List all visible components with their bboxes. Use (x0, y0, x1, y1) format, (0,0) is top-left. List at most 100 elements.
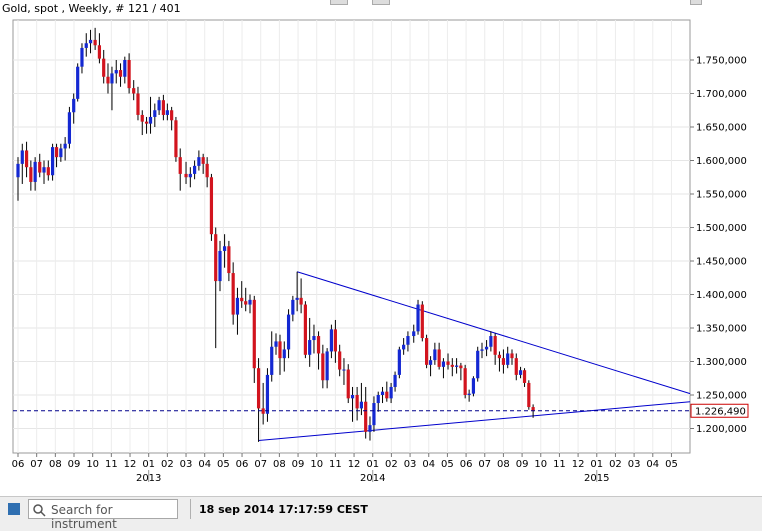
candle-body (489, 336, 493, 347)
candle (140, 110, 144, 136)
x-tick-label: 01 (590, 459, 603, 470)
candle-body (416, 304, 420, 332)
candle (420, 301, 424, 342)
candle-body (376, 395, 380, 404)
candle-body (471, 378, 476, 394)
candle (286, 309, 291, 359)
candle (38, 153, 42, 178)
candle-body (93, 39, 97, 46)
candle-body (497, 354, 502, 359)
candle-body (454, 365, 459, 367)
x-tick-label: 10 (86, 459, 99, 470)
candle (209, 173, 214, 241)
candle-body (201, 157, 205, 164)
candle-body (385, 391, 389, 399)
candle-body (42, 167, 46, 173)
y-tick-label: 1.750,000 (696, 56, 747, 67)
search-box[interactable]: Search for instrument (28, 499, 178, 531)
candle (192, 160, 197, 180)
candle (67, 106, 72, 149)
candle (389, 382, 393, 404)
candle-body (359, 401, 364, 409)
top-button[interactable] (330, 0, 348, 5)
x-tick-label: 09 (68, 459, 81, 470)
candle (312, 324, 316, 354)
candle-body (261, 408, 265, 414)
candle (265, 368, 270, 422)
candlestick-chart[interactable]: 1.750,000 1.700,000 1.650,000 1.600,000 1.55… (0, 0, 762, 496)
candle-body (476, 350, 480, 379)
candle (325, 348, 329, 389)
candle (46, 160, 50, 181)
top-button[interactable] (372, 0, 390, 5)
candle-body (278, 341, 282, 359)
x-tick-label: 05 (665, 459, 678, 470)
candle (380, 386, 385, 404)
candle-body (132, 88, 136, 94)
candle-body (88, 39, 93, 44)
x-tick-label: 12 (124, 459, 137, 470)
candle-body (527, 382, 531, 408)
candle-body (333, 329, 337, 352)
top-button[interactable] (690, 0, 702, 5)
candle-body (209, 177, 214, 235)
candle (497, 351, 502, 372)
x-tick-label: 06 (236, 459, 249, 470)
candle (54, 143, 59, 168)
candle (42, 160, 46, 184)
x-tick-label: 01 (366, 459, 379, 470)
x-tick-label: 09 (516, 459, 529, 470)
candle (72, 93, 76, 124)
candle (29, 160, 33, 191)
y-tick-label: 1.300,000 (696, 357, 747, 368)
y-tick-label: 1.350,000 (696, 324, 747, 335)
x-tick-label: 04 (198, 459, 211, 470)
candle (346, 364, 350, 404)
candle (454, 358, 459, 374)
x-tick-label: 01 (142, 459, 155, 470)
candle-body (350, 395, 355, 399)
y-tick-label: 1.700,000 (696, 89, 747, 100)
candle (153, 103, 157, 127)
candle-body (424, 338, 429, 365)
candle (218, 240, 222, 292)
candle (355, 386, 359, 421)
y-axis: 1.750,000 1.700,000 1.650,000 1.600,000 1.55… (690, 56, 747, 435)
candle-body (153, 110, 157, 117)
search-input[interactable]: Search for instrument (51, 503, 117, 531)
candle (165, 103, 169, 121)
chart-title: Gold, spot , Weekly, # 121 / 401 (2, 2, 181, 15)
candle-body (174, 120, 178, 158)
x-tick-label: 03 (404, 459, 417, 470)
candle-body (248, 299, 252, 305)
candle-body (522, 370, 527, 383)
candle (459, 362, 463, 381)
candle (393, 371, 397, 392)
search-icon (32, 502, 46, 521)
instrument-icon[interactable] (8, 503, 20, 515)
candle-body (312, 336, 316, 341)
candle (174, 116, 178, 162)
candle (84, 33, 88, 57)
x-tick-label: 11 (105, 459, 118, 470)
candle-body (214, 234, 218, 282)
candle (123, 56, 127, 84)
candle (50, 143, 55, 181)
candle-body (437, 349, 441, 367)
y-tick-label: 1.600,000 (696, 156, 747, 167)
candle (480, 342, 484, 359)
candle (256, 358, 261, 442)
candle-body (244, 301, 248, 305)
x-tick-label: 12 (348, 459, 361, 470)
x-tick-label: 10 (534, 459, 547, 470)
x-tick-label: 08 (273, 459, 286, 470)
candle-body (161, 100, 165, 115)
x-tick-label: 11 (553, 459, 566, 470)
candle-body (274, 341, 278, 347)
candle (476, 346, 480, 382)
candle (88, 29, 93, 54)
candle-body (372, 403, 376, 426)
candle-body (368, 425, 372, 432)
x-tick-label: 07 (478, 459, 491, 470)
candle-body (467, 393, 471, 395)
